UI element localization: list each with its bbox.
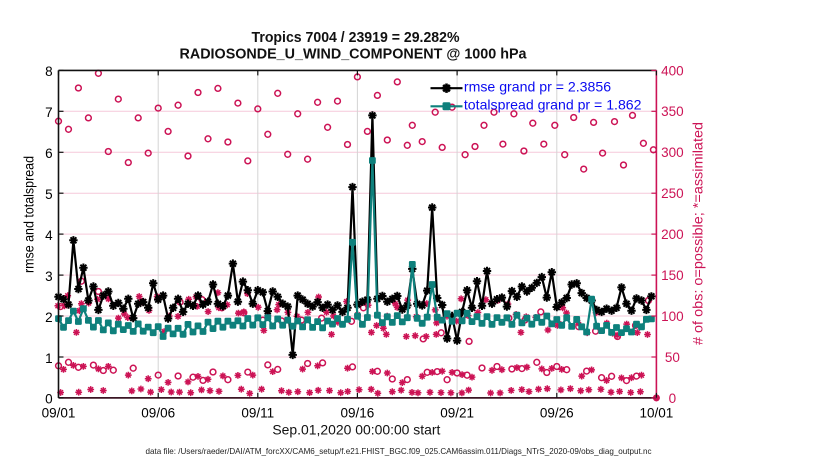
svg-text:7: 7	[45, 105, 53, 120]
svg-text:rmse grand pr = 2.3856: rmse grand pr = 2.3856	[464, 79, 611, 95]
svg-text:50: 50	[665, 350, 680, 365]
svg-text:100: 100	[661, 309, 684, 324]
svg-text:4: 4	[45, 228, 53, 243]
svg-text:250: 250	[661, 186, 684, 201]
svg-text:300: 300	[661, 145, 684, 160]
svg-text:Tropics 7004 / 23919 = 29.282%: Tropics 7004 / 23919 = 29.282%	[252, 30, 460, 46]
svg-text:09/16: 09/16	[341, 405, 375, 420]
svg-text:totalspread grand pr = 1.862: totalspread grand pr = 1.862	[464, 97, 642, 113]
svg-text:1: 1	[45, 351, 53, 366]
svg-text:Sep.01,2020 00:00:00 start: Sep.01,2020 00:00:00 start	[272, 421, 440, 437]
svg-text:3: 3	[45, 269, 53, 284]
svg-text:0: 0	[45, 392, 53, 407]
svg-text:8: 8	[45, 64, 53, 79]
svg-text:09/06: 09/06	[141, 405, 175, 420]
svg-text:09/01: 09/01	[42, 405, 76, 420]
svg-text:09/26: 09/26	[540, 405, 574, 420]
svg-text:rmse and totalspread: rmse and totalspread	[22, 156, 37, 273]
svg-text:5: 5	[45, 187, 53, 202]
svg-text:150: 150	[661, 268, 684, 283]
svg-text:350: 350	[661, 104, 684, 119]
svg-text:10/01: 10/01	[640, 405, 674, 420]
svg-text:0: 0	[669, 391, 677, 406]
svg-text:6: 6	[45, 146, 53, 161]
svg-text:09/11: 09/11	[241, 405, 274, 420]
svg-text:200: 200	[661, 227, 684, 242]
svg-text:400: 400	[661, 63, 684, 78]
svg-text:RADIOSONDE_U_WIND_COMPONENT @: RADIOSONDE_U_WIND_COMPONENT @ 1000 hPa	[180, 46, 528, 62]
svg-text:# of obs: o=possible; *=assimi: # of obs: o=possible; *=assimilated	[691, 122, 706, 345]
svg-text:09/21: 09/21	[440, 405, 474, 420]
svg-text:2: 2	[45, 310, 53, 325]
svg-text:data file: /Users/raeder/DAI/A: data file: /Users/raeder/DAI/ATM_forcXX/…	[146, 447, 652, 456]
